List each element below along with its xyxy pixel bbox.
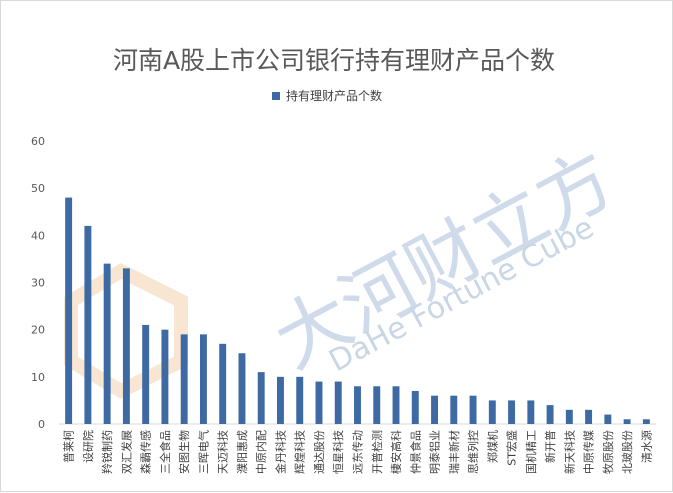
bar xyxy=(122,268,130,424)
x-tick-label: ST宏盛 xyxy=(505,430,519,466)
bar xyxy=(257,372,265,424)
bar xyxy=(142,324,150,424)
legend-label: 持有理财产品个数 xyxy=(286,88,382,103)
bar xyxy=(488,400,496,424)
bar xyxy=(431,395,438,424)
x-tick-label: 瑞丰新材 xyxy=(447,430,461,474)
x-tick-label: 牧原股份 xyxy=(601,430,615,474)
x-tick-label: 开普检测 xyxy=(370,430,384,474)
bar xyxy=(392,386,400,424)
x-tick-label: 中原内配 xyxy=(254,430,268,474)
bar xyxy=(180,334,188,424)
bar xyxy=(508,400,516,424)
bar xyxy=(84,225,92,424)
x-tick-label: 通达股份 xyxy=(313,430,326,474)
bar xyxy=(296,376,304,424)
bars xyxy=(65,197,650,424)
x-tick-label: 双汇发展 xyxy=(119,430,133,474)
bar xyxy=(277,376,284,424)
bar xyxy=(623,419,631,424)
legend: 持有理财产品个数 xyxy=(272,88,382,103)
x-axis: 普莱柯 设研院 羚锐制药 双汇发展 森霸传感 三全食品 安图生物 三晖电气 天迈科技 濮阳惠成 中原… xyxy=(62,430,654,474)
x-tick-label: 三晖电气 xyxy=(196,430,210,474)
x-tick-label: 天迈科技 xyxy=(216,430,230,474)
x-tick-label: 远东传动 xyxy=(352,430,365,474)
x-tick-label: 羚锐制药 xyxy=(100,430,114,474)
bar xyxy=(315,381,323,424)
y-tick-label: 60 xyxy=(31,135,45,148)
bar xyxy=(103,263,111,424)
y-tick-label: 10 xyxy=(31,371,45,384)
x-tick-label: 森霸传感 xyxy=(139,430,153,474)
bar xyxy=(238,353,246,424)
x-tick-label: 棲安高科 xyxy=(389,430,403,474)
x-tick-label: 濮阳惠成 xyxy=(235,430,249,474)
x-tick-label: 三全食品 xyxy=(158,430,172,474)
x-tick-label: 明泰铝业 xyxy=(428,430,442,474)
bar xyxy=(546,405,554,424)
x-tick-label: 恒星科技 xyxy=(331,430,345,474)
bar xyxy=(527,400,535,424)
bar xyxy=(642,419,650,424)
y-tick-label: 40 xyxy=(31,229,45,242)
x-tick-label: 郑煤机 xyxy=(485,430,499,463)
watermark: 大河财立方 DaHe Fortune Cube xyxy=(64,135,628,399)
bar xyxy=(604,414,612,424)
x-tick-label: 安图生物 xyxy=(177,430,191,474)
bar xyxy=(411,390,419,424)
x-tick-label: 辉煌科技 xyxy=(293,430,307,474)
x-tick-label: 金丹科技 xyxy=(273,430,287,474)
bar xyxy=(450,395,458,424)
y-tick-label: 30 xyxy=(31,277,45,290)
x-tick-label: 思维列控 xyxy=(466,430,480,474)
x-tick-label: 北玻股份 xyxy=(621,430,634,474)
bar xyxy=(199,334,207,424)
legend-swatch xyxy=(272,92,280,100)
y-tick-label: 50 xyxy=(31,182,45,195)
x-tick-label: 清水源 xyxy=(639,430,653,463)
y-tick-label: 20 xyxy=(31,324,45,337)
bar xyxy=(585,409,593,424)
x-tick-label: 仲景食品 xyxy=(408,430,422,474)
x-tick-label: 国机精工 xyxy=(524,430,538,474)
x-tick-label: 中原传媒 xyxy=(583,430,596,474)
bar xyxy=(161,329,169,424)
bar xyxy=(219,343,227,424)
bar xyxy=(354,386,361,424)
x-tick-label: 普莱柯 xyxy=(62,430,76,463)
bar xyxy=(565,409,573,424)
x-tick-label: 新开普 xyxy=(543,430,557,463)
x-tick-label: 新天科技 xyxy=(562,430,576,474)
chart-title: 河南A股上市公司银行持有理财产品个数 xyxy=(113,46,555,75)
x-tick-label: 设研院 xyxy=(81,430,95,463)
bar xyxy=(65,197,73,424)
watermark-chinese: 大河财立方 xyxy=(261,135,628,385)
y-tick-label: 0 xyxy=(38,418,45,431)
bar xyxy=(334,381,342,424)
bar xyxy=(469,395,477,424)
bar xyxy=(373,386,381,424)
